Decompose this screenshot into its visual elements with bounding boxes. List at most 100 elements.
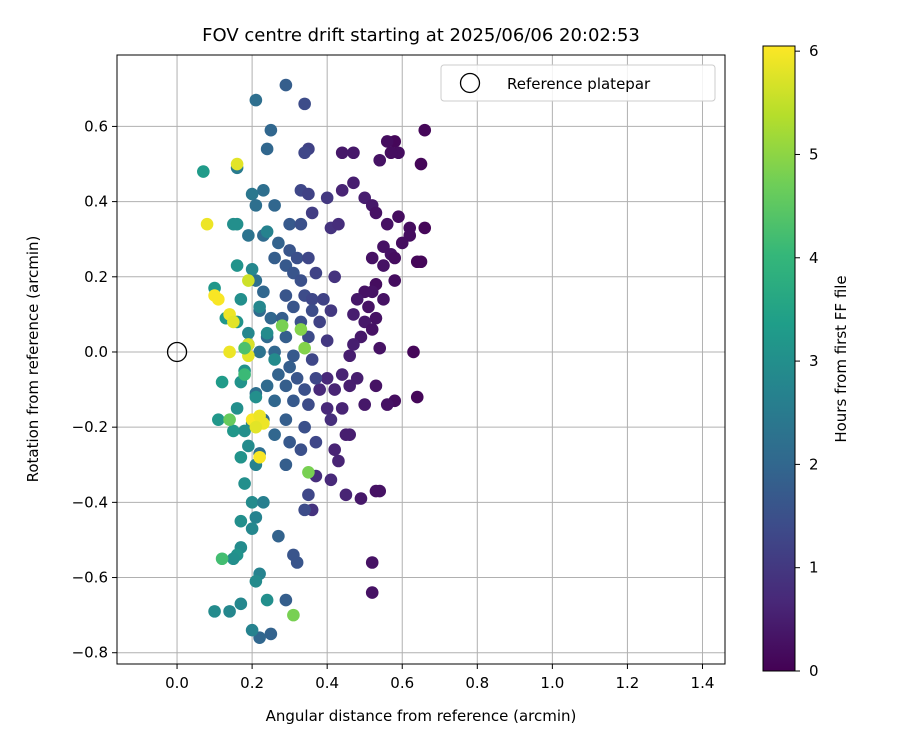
data-point (365, 251, 379, 265)
data-point (369, 311, 383, 325)
data-point (388, 274, 402, 287)
x-tick-label: 0.6 (390, 674, 414, 692)
y-tick-label: −0.6 (72, 569, 108, 587)
data-point (287, 394, 300, 408)
y-tick-label: 0.0 (84, 343, 108, 361)
data-point (332, 217, 345, 231)
data-point (287, 300, 300, 314)
data-point (339, 488, 353, 502)
data-point (279, 593, 293, 607)
data-point (392, 210, 405, 223)
data-point (230, 259, 244, 272)
reference-platepar-marker (166, 341, 188, 363)
data-point (290, 556, 304, 569)
data-point (234, 293, 248, 306)
data-point (253, 450, 266, 464)
data-point (418, 221, 432, 235)
y-tick-label: −0.4 (72, 493, 108, 511)
data-point (272, 529, 285, 543)
data-point (234, 514, 248, 528)
legend-label-reference-platepar: Reference platepar (507, 75, 651, 93)
colorbar-label: Hours from first FF file (832, 275, 850, 442)
data-point (268, 428, 281, 441)
data-point (298, 383, 311, 396)
data-point (287, 349, 300, 363)
data-point (377, 293, 390, 306)
data-point (347, 146, 360, 160)
colorbar-tick-label: 1 (809, 559, 819, 577)
data-point (377, 259, 390, 272)
data-point (298, 146, 311, 160)
data-point (328, 383, 341, 396)
data-point (238, 477, 251, 490)
data-point (245, 187, 259, 201)
data-point (320, 334, 334, 348)
data-point (279, 78, 293, 92)
data-point (294, 274, 308, 287)
data-point (227, 424, 240, 438)
data-point (268, 199, 281, 212)
data-point (257, 184, 270, 197)
data-point (253, 300, 266, 314)
data-point (350, 293, 364, 306)
data-point (335, 146, 349, 160)
data-point (328, 270, 341, 284)
data-point (200, 217, 214, 231)
data-point (242, 229, 255, 242)
plot-frame (116, 54, 726, 665)
data-point (264, 311, 278, 325)
data-point (268, 394, 281, 408)
data-point (410, 255, 424, 269)
legend-box (440, 64, 716, 102)
data-point (279, 379, 293, 393)
data-point (294, 323, 308, 336)
data-point (302, 465, 315, 479)
data-point (264, 627, 278, 641)
colorbar-tick-label: 3 (809, 352, 819, 370)
data-point (283, 217, 296, 231)
x-tick-label: 1.0 (540, 674, 564, 692)
x-tick-label: 0.0 (165, 674, 189, 692)
y-axis-ticks: −0.8 −0.6 −0.4 −0.2 0.0 0.2 0.4 0.6 (72, 117, 117, 662)
data-point (388, 251, 402, 265)
y-tick-label: 0.6 (84, 117, 108, 135)
data-point (253, 345, 266, 359)
data-point (309, 266, 323, 280)
data-point (328, 443, 341, 457)
data-point (414, 157, 428, 171)
data-point (380, 398, 394, 411)
data-point (305, 206, 319, 220)
data-point (238, 341, 251, 355)
data-points (197, 78, 432, 644)
data-point (260, 142, 274, 156)
x-axis-ticks: 0.0 0.2 0.4 0.6 0.8 1.0 1.2 1.4 (165, 664, 714, 692)
data-point (365, 586, 379, 599)
data-point (305, 353, 319, 366)
data-point (230, 157, 244, 171)
chart-title: FOV centre drift starting at 2025/06/06 … (202, 25, 640, 46)
data-point (298, 420, 311, 434)
data-point (249, 420, 263, 434)
data-point (227, 217, 240, 231)
data-point (279, 413, 293, 426)
y-tick-label: −0.2 (72, 418, 108, 436)
data-point (302, 187, 315, 201)
data-point (249, 93, 263, 107)
legend: Reference platepar (440, 64, 716, 102)
data-point (343, 349, 356, 363)
data-point (212, 413, 225, 426)
data-point (283, 435, 296, 449)
data-point (324, 413, 338, 426)
colorbar-tick-label: 0 (809, 662, 819, 680)
data-point (223, 605, 236, 618)
data-point (320, 191, 334, 205)
data-point (365, 323, 379, 336)
data-point (335, 184, 349, 197)
data-point (223, 345, 236, 359)
data-point (309, 435, 323, 449)
colorbar-ticks: 0 1 2 3 4 5 6 (795, 42, 819, 680)
data-point (290, 251, 304, 265)
data-point (230, 402, 244, 415)
data-point (313, 315, 326, 329)
